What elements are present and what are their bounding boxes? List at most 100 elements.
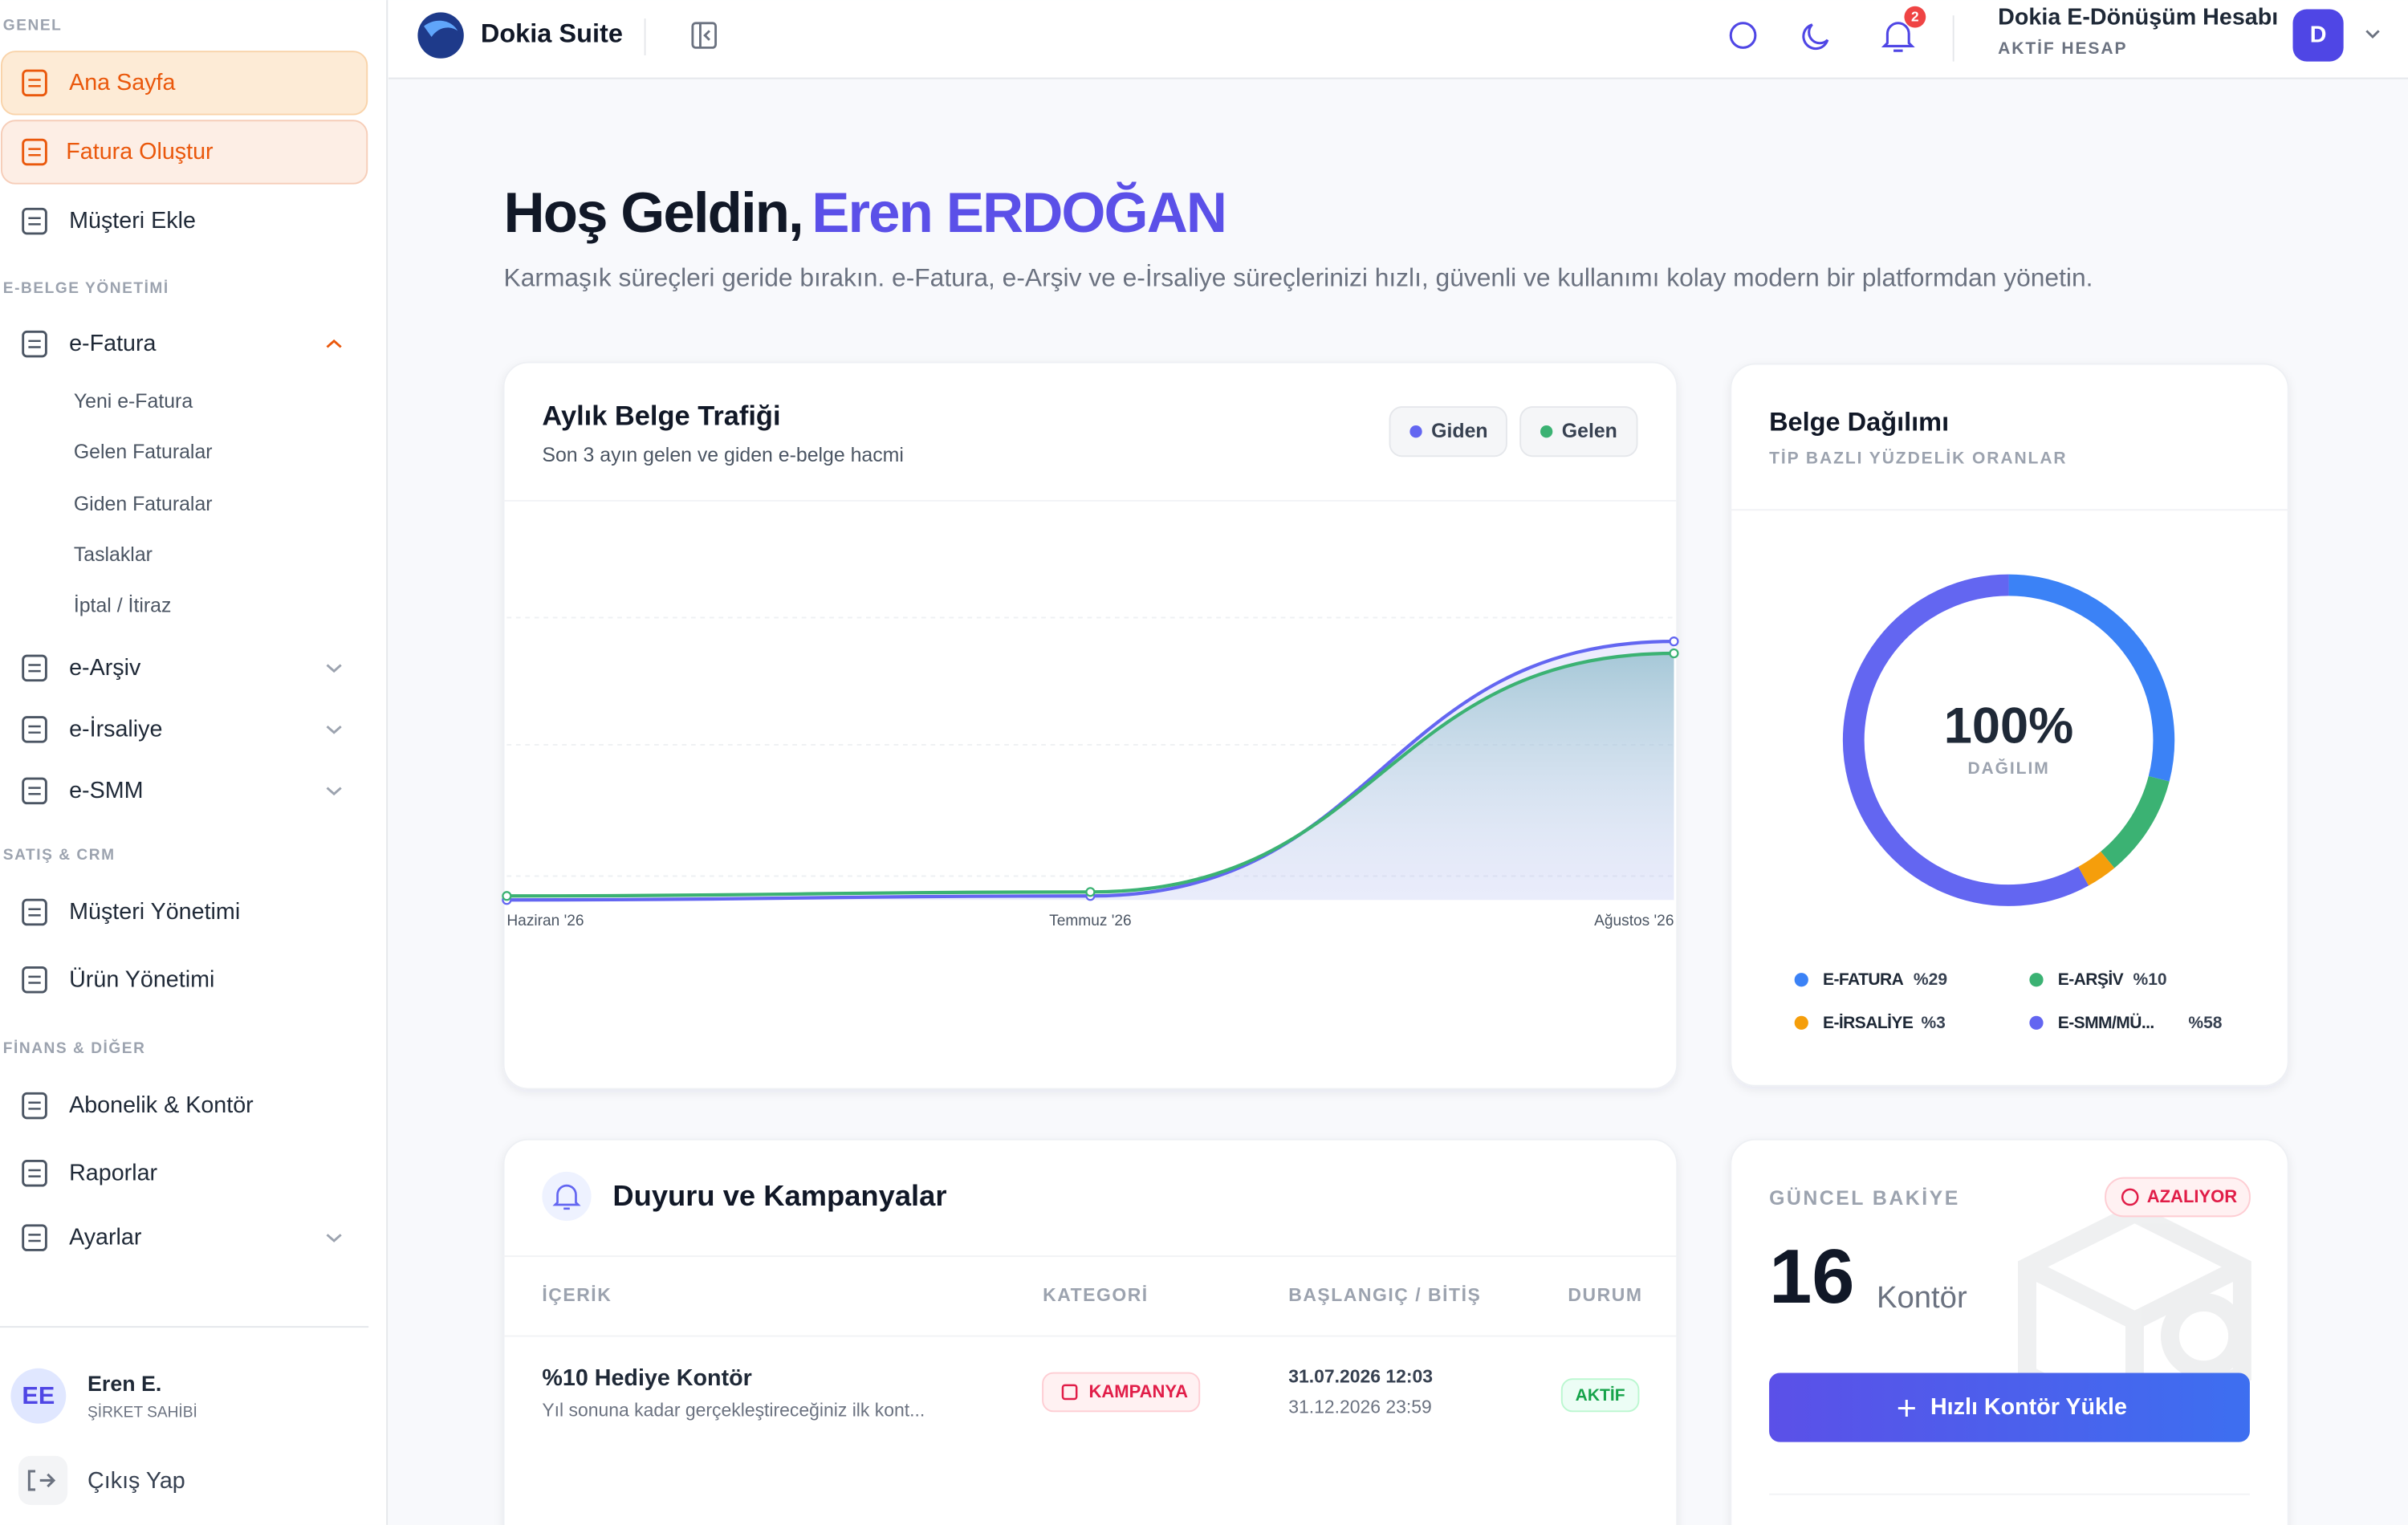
- nav-icon-detail: [28, 725, 41, 734]
- top-up-label[interactable]: Hızlı Kontör Yükle: [1930, 1394, 2127, 1420]
- nav-item[interactable]: Ana Sayfa: [69, 70, 175, 96]
- sidebar-toggle[interactable]: [691, 22, 718, 49]
- table-header: İÇERİK: [542, 1284, 612, 1305]
- table-header: DURUM: [1568, 1284, 1642, 1305]
- nav-icon-detail: [28, 217, 41, 226]
- nav-subitem[interactable]: Gelen Faturalar: [74, 441, 213, 463]
- nav-item[interactable]: e-Arşiv: [69, 655, 141, 681]
- account-status: AKTİF HESAP: [1998, 39, 2127, 58]
- brand-name[interactable]: Dokia Suite: [481, 19, 623, 48]
- x-tick-label: Haziran '26: [506, 913, 584, 929]
- nav-section-title: FİNANS & DİĞER: [3, 1039, 146, 1057]
- legend-value: %29: [1914, 970, 1947, 989]
- nav-subitem[interactable]: Giden Faturalar: [74, 493, 213, 515]
- nav-chevron[interactable]: [326, 725, 342, 734]
- nav-icon: [22, 1092, 47, 1120]
- legend-label: E-FATURA: [1823, 970, 1904, 989]
- announcement-description: Yıl sonuna kadar gerçekleştireceğiniz il…: [542, 1399, 925, 1420]
- start-date: 31.07.2026 12:03: [1288, 1365, 1433, 1386]
- announcement-title[interactable]: %10 Hediye Kontör: [542, 1365, 751, 1391]
- notification-count: 2: [1911, 9, 1919, 25]
- user-name: Eren E.: [87, 1372, 161, 1396]
- traffic-card: [502, 361, 1678, 1090]
- category-badge: [1042, 1372, 1201, 1413]
- gift-glyph: [1061, 1384, 1078, 1401]
- legend-label: E-SMM/MÜ...: [2058, 1014, 2154, 1032]
- point: [1085, 887, 1096, 897]
- nav-item[interactable]: Ürün Yönetimi: [69, 966, 214, 992]
- nav-icon-detail: [28, 787, 41, 795]
- nav-icon-detail: [28, 975, 41, 984]
- nav-item[interactable]: Abonelik & Kontör: [69, 1092, 254, 1118]
- alert-glyph: [2121, 1188, 2139, 1206]
- nav-item[interactable]: Müşteri Yönetimi: [69, 899, 240, 925]
- nav-icon: [22, 1224, 47, 1251]
- welcome-subtitle: Karmaşık süreçleri geride bırakın. e-Fat…: [504, 263, 2093, 292]
- legend-label: E-ARŞİV: [2058, 970, 2124, 989]
- donut-segment: [2077, 851, 2115, 886]
- logout[interactable]: Çıkış Yap: [87, 1468, 185, 1494]
- legend-label[interactable]: Giden: [1431, 420, 1487, 442]
- greeting: Hoş Geldin,: [504, 181, 803, 245]
- nav-icon-detail: [28, 1169, 41, 1177]
- nav-chevron[interactable]: [326, 664, 342, 673]
- nav-subitem[interactable]: Yeni e-Fatura: [74, 390, 193, 413]
- line: [506, 640, 1674, 902]
- trend-badge: [2105, 1177, 2251, 1218]
- nav-active-bg: [0, 120, 368, 185]
- nav-chevron[interactable]: [326, 1234, 342, 1242]
- legend-label[interactable]: Gelen: [1562, 420, 1617, 442]
- balance-title: GÜNCEL BAKİYE: [1769, 1186, 1960, 1210]
- nav-item[interactable]: Müşteri Ekle: [69, 208, 196, 234]
- nav-item[interactable]: e-Fatura: [69, 331, 156, 356]
- account-name[interactable]: Dokia E-Dönüşüm Hesabı: [1998, 5, 2278, 31]
- nav-icon-detail: [28, 148, 41, 157]
- nav-chevron[interactable]: [326, 787, 342, 796]
- nav-icon: [22, 966, 47, 994]
- nav-subitem[interactable]: Taslaklar: [74, 543, 153, 566]
- nav-item[interactable]: Raporlar: [69, 1160, 157, 1185]
- legend-dot: [2029, 1015, 2044, 1030]
- logout-glyph: [27, 1470, 56, 1491]
- top-up-button[interactable]: [1769, 1372, 2250, 1442]
- theme-button[interactable]: [1729, 22, 1757, 49]
- nav-subitem[interactable]: İptal / İtiraz: [74, 593, 172, 616]
- account-avatar[interactable]: [2292, 9, 2344, 62]
- legend-value: %3: [1921, 1014, 1945, 1032]
- distribution-card: [1730, 363, 2289, 1087]
- brand-logo-swoosh: [424, 20, 458, 37]
- point: [502, 891, 512, 901]
- nav-item[interactable]: e-İrsaliye: [69, 715, 162, 742]
- nav-item[interactable]: Ayarlar: [69, 1225, 142, 1250]
- nav-chevron[interactable]: [326, 339, 342, 348]
- donut-segment: [2008, 574, 2175, 782]
- nav-icon-detail: [28, 1234, 41, 1242]
- notifications-button[interactable]: [1881, 22, 1915, 52]
- account-menu[interactable]: [2365, 30, 2380, 39]
- user-full-name: Eren ERDOĞAN: [811, 181, 1226, 245]
- legend-value: %10: [2133, 970, 2167, 989]
- legend-dot: [1794, 1015, 1808, 1030]
- legend-chip[interactable]: [1519, 406, 1638, 458]
- x-tick-label: Temmuz '26: [1049, 913, 1132, 929]
- balance-amount: 16: [1769, 1234, 1854, 1320]
- dark-mode-button[interactable]: [1802, 23, 1829, 51]
- brand-logo[interactable]: [417, 12, 464, 59]
- user-avatar[interactable]: [10, 1368, 67, 1424]
- legend-dot: [2029, 973, 2044, 987]
- nav-item[interactable]: Fatura Oluştur: [66, 139, 214, 165]
- nav-icon-detail: [28, 664, 41, 673]
- welcome-title: Hoş Geldin, Eren ERDOĞAN: [504, 181, 1226, 245]
- legend-dot: [1794, 973, 1808, 987]
- legend-chip[interactable]: [1389, 406, 1507, 458]
- legend-dot: [1540, 425, 1553, 438]
- nav-section-title: SATIŞ & CRM: [3, 847, 116, 864]
- line: [506, 651, 1674, 898]
- sidebar: [0, 0, 388, 1525]
- user-initials: EE: [22, 1382, 55, 1409]
- donut-center-caption: DAĞILIM: [1967, 758, 2049, 778]
- chart-subtitle: Son 3 ayın gelen ve giden e-belge hacmi: [542, 444, 904, 466]
- nav-icon: [22, 1160, 47, 1187]
- nav-item[interactable]: e-SMM: [69, 778, 143, 803]
